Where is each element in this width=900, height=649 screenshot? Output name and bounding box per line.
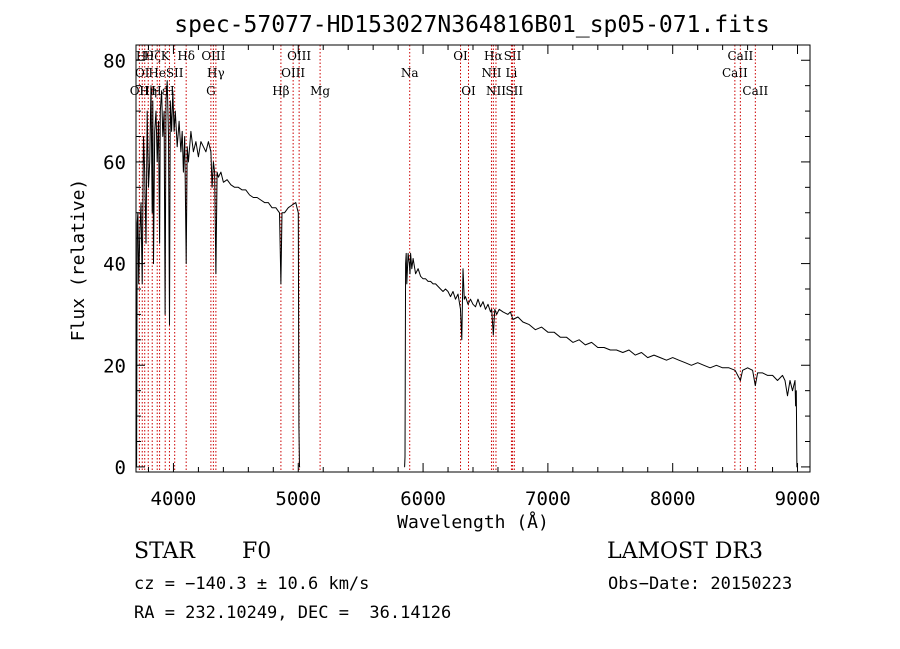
y-axis-ticks: 0 20 40 60 80 [103,50,810,479]
line-label: Hβ [272,84,289,98]
line-label: OIII [281,66,305,80]
object-subclass: F0 [242,539,272,564]
line-label: SII [166,66,184,80]
line-label: CaII [727,49,753,63]
line-label: Na [401,66,419,80]
ra-dec-coordinates: RA = 232.10249, DEC = 36.14126 [134,603,452,623]
line-label: SII [505,84,523,98]
line-label: CaII [742,84,768,98]
y-tick-label: 20 [103,355,126,377]
line-label: OIII [287,49,311,63]
line-label: Hε [151,84,168,98]
line-label: SII [504,49,522,63]
plot-frame [135,44,811,473]
x-axis-ticks: 4000 5000 6000 7000 8000 9000 [147,45,821,510]
x-tick-label: 6000 [400,488,446,510]
line-label: Hγ [207,66,225,80]
spectrum-segment-1 [404,252,798,468]
x-tick-label: 8000 [650,488,696,510]
line-label: G [206,84,216,98]
object-class: STAR [134,539,195,564]
x-tick-label: 9000 [775,488,821,510]
line-label: OI [453,49,468,63]
x-tick-label: 4000 [151,488,197,510]
observation-date: Obs−Date: 20150223 [608,574,793,594]
emission-line-markers: OIIOIHθHηHζHeHεKHSIIHδGOIIIHγHβOIIIOIIIM… [130,45,768,472]
line-label: Hζ [144,49,161,63]
line-label: CaII [722,66,748,80]
x-axis-label: Wavelength (Å) [397,511,549,533]
line-label: Hθ [136,49,154,63]
line-label: Li [506,66,518,80]
line-label: H [164,84,174,98]
y-tick-label: 0 [115,457,126,479]
chart-title: spec-57077-HD153027N364816B01_sp05-071.f… [174,12,769,38]
spectrum-series [135,80,798,468]
line-label: K [161,49,171,63]
line-label: Hδ [177,49,195,63]
y-tick-label: 60 [103,152,126,174]
line-label: OI [461,84,476,98]
line-label: Hα [484,49,503,63]
line-label: OIII [201,49,225,63]
y-tick-label: 40 [103,254,126,276]
line-label: NII [486,84,506,98]
x-tick-label: 5000 [275,488,321,510]
y-axis-label: Flux (relative) [68,179,89,342]
y-tick-label: 80 [103,50,126,72]
line-label: Mg [310,84,330,98]
line-label: OI [135,66,150,80]
line-label: NII [481,66,501,80]
line-label: He [148,66,166,80]
x-tick-label: 7000 [525,488,571,510]
redshift-cz: cz = −140.3 ± 10.6 km/s [134,574,370,594]
survey-name: LAMOST DR3 [607,539,763,564]
spectrum-segment-0 [135,80,301,468]
